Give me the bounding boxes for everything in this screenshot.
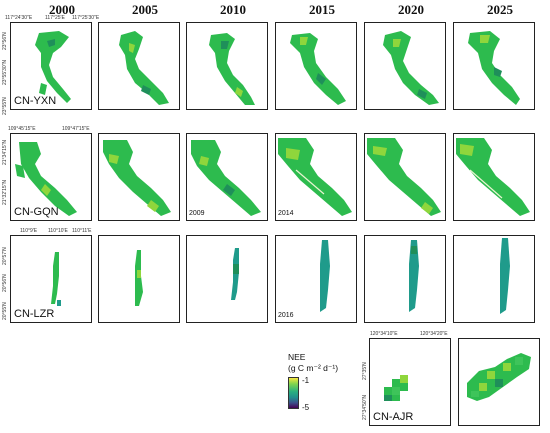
map-yxn-2015 <box>275 22 357 110</box>
map-lzr-2005 <box>98 235 180 323</box>
map-lzr-2010 <box>186 235 268 323</box>
nee-colorbar <box>288 377 299 409</box>
map-gqn-2005 <box>98 133 180 221</box>
yxn-lon-tick-3: 117°25'30"E <box>72 15 100 21</box>
map-gqn-2010: 2009 <box>186 133 268 221</box>
year-header-2000: 2000 <box>49 2 75 17</box>
legend-title-line2: (g C m⁻² d⁻¹) <box>288 363 339 373</box>
map-lzr-2000: CN-LZR <box>10 235 92 323</box>
map-gqn-2025 <box>453 133 535 221</box>
year-header-2005: 2005 <box>132 2 158 17</box>
ajr-lat-tick-2: 27°34'50"N <box>362 394 368 420</box>
year-header-2015: 2015 <box>309 2 335 17</box>
map-yxn-2025 <box>453 22 535 110</box>
year-header-2010: 2010 <box>220 2 246 17</box>
legend-title-line1: NEE <box>288 352 306 362</box>
ajr-lon-tick-1: 120°34'10"E <box>370 331 398 337</box>
lzr-lon-tick-3: 110°11'E <box>72 228 92 234</box>
map-lzr-2025 <box>453 235 535 323</box>
map-gqn-2020 <box>364 133 446 221</box>
colorbar-min-label: -5 <box>302 403 310 412</box>
yxn-lon-tick-2: 117°25'E <box>45 15 65 21</box>
inset-year-lzr-2015: 2016 <box>278 312 294 319</box>
ajr-lat-tick-1: 27°35'N <box>362 362 368 380</box>
lzr-lat-tick-1: 20°57'N <box>2 247 8 265</box>
lzr-lon-tick-2: 110°10'E <box>48 228 68 234</box>
map-lzr-2020 <box>364 235 446 323</box>
gqn-lat-tick-1: 21°34'15"N <box>2 139 8 165</box>
map-yxn-2000: CN-YXN <box>10 22 92 110</box>
map-gqn-2015: 2014 <box>275 133 357 221</box>
yxn-lon-tick-1: 117°24'30"E <box>5 15 33 21</box>
lzr-lon-tick-1: 110°9'E <box>20 228 38 234</box>
site-label-lzr: CN-LZR <box>14 308 55 320</box>
ajr-lon-tick-2: 120°34'20"E <box>420 331 448 337</box>
yxn-lat-tick-3: 23°55'N <box>2 97 8 115</box>
yxn-lat-tick-2: 23°55'30"N <box>2 59 8 85</box>
gqn-lat-tick-2: 21°32'15"N <box>2 179 8 205</box>
map-yxn-2020 <box>364 22 446 110</box>
year-header-2020: 2020 <box>398 2 424 17</box>
lzr-lat-tick-3: 20°55'N <box>2 302 8 320</box>
site-label-ajr: CN-AJR <box>373 411 414 423</box>
site-label-yxn: CN-YXN <box>14 95 57 107</box>
inset-year-gqn-2015: 2014 <box>278 210 294 217</box>
gqn-lon-tick-2: 109°47'15"E <box>62 126 90 132</box>
inset-year-gqn-2010: 2009 <box>189 210 205 217</box>
map-ajr-2020: CN-AJR <box>369 338 451 426</box>
lzr-lat-tick-2: 20°56'N <box>2 274 8 292</box>
colorbar-max-label: -1 <box>302 376 310 385</box>
map-yxn-2010 <box>186 22 268 110</box>
gqn-lon-tick-1: 109°45'15"E <box>8 126 36 132</box>
map-gqn-2000: CN-GQN <box>10 133 92 221</box>
map-lzr-2015: 2016 <box>275 235 357 323</box>
map-yxn-2005 <box>98 22 180 110</box>
yxn-lat-tick-1: 23°56'N <box>2 32 8 50</box>
year-header-2025: 2025 <box>487 2 513 17</box>
site-label-gqn: CN-GQN <box>14 206 59 218</box>
map-ajr-2025 <box>458 338 540 426</box>
